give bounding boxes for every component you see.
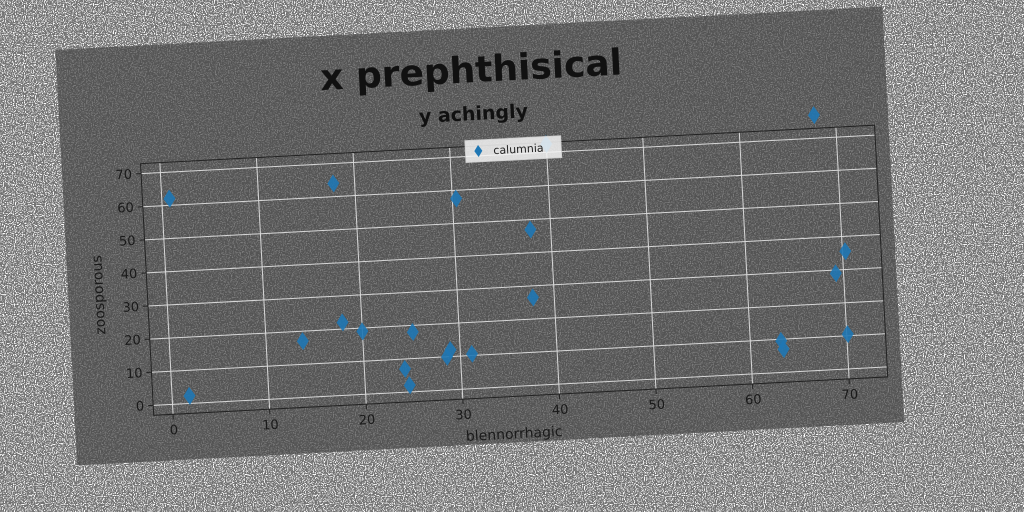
data-point: [406, 323, 419, 341]
x-tick-label: 0: [169, 423, 178, 438]
x-gridline: [545, 142, 560, 395]
y-gridline: [142, 167, 877, 208]
x-gridline: [738, 132, 754, 384]
data-point: [839, 242, 852, 261]
legend-entry-label: calumnia: [493, 142, 544, 158]
y-gridline: [151, 333, 886, 373]
y-tick-label: 30: [122, 300, 139, 316]
data-point: [403, 376, 416, 395]
y-tick-label: 20: [124, 333, 141, 349]
x-gridline: [449, 147, 464, 400]
x-tick-label: 20: [358, 413, 375, 429]
x-tick-label: 50: [648, 398, 665, 414]
x-tick-label: 70: [841, 387, 858, 403]
y-tick-label: 50: [119, 234, 136, 250]
data-point: [777, 340, 790, 359]
y-gridline: [147, 267, 883, 307]
x-tick-label: 10: [262, 418, 279, 434]
data-point: [336, 313, 349, 332]
x-gridline: [642, 137, 657, 390]
y-tick-label: 10: [126, 366, 143, 382]
x-axis-label: blennorrhagic: [466, 424, 563, 445]
legend-marker-diamond: [474, 144, 483, 157]
data-point: [526, 288, 539, 307]
data-point: [466, 344, 479, 363]
x-tick-label: 60: [745, 392, 762, 408]
data-point: [399, 359, 412, 378]
data-point: [524, 220, 537, 239]
figure-noise: [55, 6, 905, 466]
data-point: [807, 106, 820, 125]
plot-area: 0 10 20 30 40 50 60 70 0 10 20 30 40 50 60 70: [115, 106, 889, 438]
data-point: [356, 322, 369, 341]
data-point: [841, 325, 854, 344]
y-tick-label: 70: [115, 168, 132, 184]
data-point: [163, 189, 176, 208]
y-gridline: [153, 366, 888, 406]
x-gridline: [352, 152, 367, 405]
rotated-figure: x prephthisical y achingly 0 10 20 30 40 50 60…: [55, 6, 905, 466]
legend: calumnia: [464, 135, 563, 164]
x-gridline: [255, 157, 271, 410]
data-point: [296, 332, 309, 351]
y-tick-label: 60: [117, 201, 134, 217]
legend-box: [464, 135, 563, 164]
y-tick-label: 40: [120, 267, 137, 283]
x-tick-label: 30: [455, 408, 472, 424]
data-point: [327, 174, 340, 193]
data-point: [829, 264, 842, 283]
y-axis-label: zoosporous: [89, 255, 109, 335]
data-point: [183, 386, 196, 405]
y-gridline: [144, 200, 879, 241]
x-gridline: [159, 162, 174, 415]
y-tick-label: 0: [136, 399, 145, 414]
data-point: [441, 347, 453, 366]
data-point: [450, 189, 463, 208]
y-gridline: [146, 233, 881, 274]
x-tick-label: 40: [552, 403, 569, 419]
y-gridline: [149, 300, 884, 340]
data-point: [444, 340, 457, 359]
